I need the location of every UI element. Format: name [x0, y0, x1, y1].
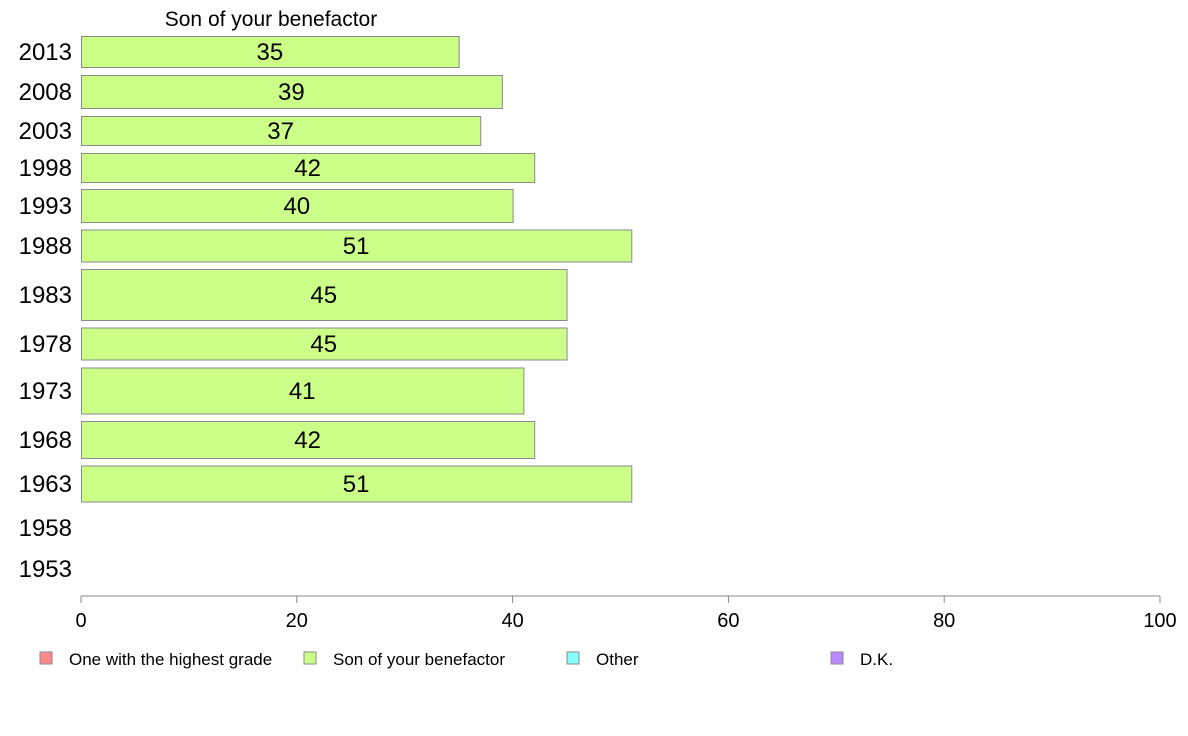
year-label: 2008 — [19, 79, 72, 106]
bar-value-label: 51 — [343, 233, 370, 260]
year-label: 2013 — [19, 39, 72, 66]
x-tick-label: 100 — [1143, 610, 1176, 632]
year-label: 1998 — [19, 155, 72, 182]
year-label: 1958 — [19, 515, 72, 542]
year-label: 1953 — [19, 556, 72, 583]
legend-swatch — [303, 651, 317, 665]
bar — [81, 189, 514, 223]
bar-value-label: 51 — [343, 471, 370, 498]
x-tick-label: 60 — [717, 610, 739, 632]
category-labels-group: 2013 2008 2003 1998 1993 1988 1983 1978 1973 1968… — [19, 39, 72, 583]
legend-item: One with the highest grade — [39, 650, 272, 669]
bar-value-label: 45 — [310, 282, 337, 309]
bar-value-label: 41 — [289, 378, 316, 405]
legend-label: One with the highest grade — [69, 650, 272, 669]
bar-value-label: 42 — [294, 155, 321, 182]
x-axis: 0 20 40 60 80 100 — [75, 595, 1177, 632]
legend-label: Son of your benefactor — [333, 650, 505, 669]
bar-value-label: 45 — [310, 331, 337, 358]
legend-swatch — [566, 651, 580, 665]
bar — [81, 465, 633, 503]
bar — [81, 36, 460, 68]
bar — [81, 367, 525, 415]
x-tick-label: 40 — [501, 610, 523, 632]
legend-label: D.K. — [860, 650, 893, 669]
legend-swatch — [830, 651, 844, 665]
legend-item: Son of your benefactor — [303, 650, 505, 669]
bar — [81, 229, 633, 263]
bar-value-label: 39 — [278, 79, 305, 106]
year-label: 1993 — [19, 193, 72, 220]
year-label: 1983 — [19, 282, 72, 309]
legend-item: Other — [566, 650, 639, 669]
year-label: 1978 — [19, 331, 72, 358]
bar-value-label: 35 — [256, 39, 283, 66]
year-label: 1963 — [19, 471, 72, 498]
legend-swatch — [39, 651, 53, 665]
bar — [81, 116, 482, 146]
bar-value-label: 37 — [267, 118, 294, 145]
legend-label: Other — [596, 650, 639, 669]
year-label: 1988 — [19, 233, 72, 260]
bar — [81, 75, 503, 109]
year-label: 2003 — [19, 118, 72, 145]
x-tick-label: 80 — [933, 610, 955, 632]
x-tick-label: 20 — [286, 610, 308, 632]
year-label: 1968 — [19, 427, 72, 454]
legend: One with the highest grade Son of your be… — [39, 650, 893, 669]
bar-value-label: 42 — [294, 427, 321, 454]
bar — [81, 269, 568, 321]
bar — [81, 421, 536, 459]
year-label: 1973 — [19, 378, 72, 405]
x-tick-label: 0 — [75, 610, 86, 632]
chart-title: Son of your benefactor — [165, 8, 377, 31]
bar — [81, 327, 568, 361]
bar-value-label: 40 — [283, 193, 310, 220]
legend-item: D.K. — [830, 650, 893, 669]
bar — [81, 153, 536, 183]
